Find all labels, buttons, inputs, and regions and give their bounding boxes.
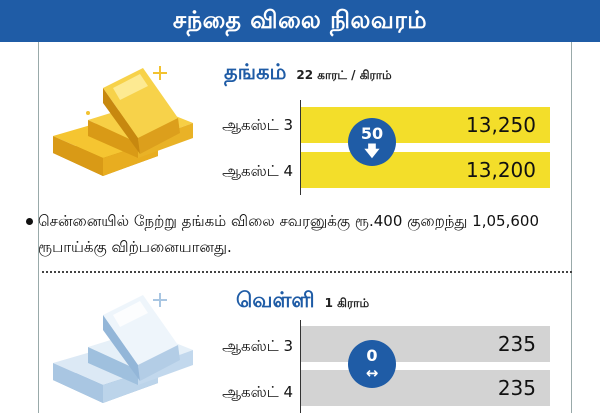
page-title: சந்தை விலை நிலவரம் — [0, 0, 600, 42]
gold-price-1: 13,250 — [466, 113, 536, 137]
gold-axis-line — [300, 100, 301, 195]
silver-title: வெள்ளி — [236, 288, 315, 312]
frame-left-border — [38, 42, 39, 413]
gold-price-2: 13,200 — [466, 158, 536, 182]
gold-change-value: 50 — [360, 123, 384, 143]
gold-unit: 22 காரட் / கிராம் — [296, 68, 392, 82]
gold-price-bar-1: 13,250 — [300, 107, 550, 143]
silver-price-1: 235 — [497, 332, 536, 356]
down-arrow-icon: 🡇 — [364, 141, 380, 160]
silver-date-2: ஆகஸ்ட் 4 — [222, 383, 293, 401]
gold-date-2: ஆகஸ்ட் 4 — [222, 162, 293, 180]
silver-unit: 1 கிராம் — [324, 296, 370, 310]
bullet-icon — [26, 218, 33, 225]
section-divider — [42, 271, 572, 273]
silver-price-2: 235 — [497, 376, 536, 400]
left-right-arrow-icon: ↔ — [365, 363, 379, 382]
silver-change-badge: 0 ↔ — [348, 340, 396, 388]
gold-bars-illustration — [53, 66, 193, 176]
gold-change-badge: 50 🡇 — [348, 118, 396, 166]
gold-title: தங்கம் — [224, 60, 287, 84]
silver-bars-illustration — [53, 293, 193, 403]
silver-date-1: ஆகஸ்ட் 3 — [222, 337, 293, 355]
silver-axis-line — [300, 320, 301, 413]
gold-price-bar-2: 13,200 — [300, 152, 550, 188]
gold-date-1: ஆகஸ்ட் 3 — [222, 116, 293, 134]
silver-price-bar-2: 235 — [300, 370, 550, 406]
silver-change-value: 0 — [366, 345, 378, 365]
silver-header: வெள்ளி 1 கிராம் — [236, 288, 369, 315]
silver-price-bar-1: 235 — [300, 326, 550, 362]
frame-right-border — [571, 42, 572, 413]
gold-note: சென்னையில் நேற்று தங்கம் விலை சவரனுக்கு … — [38, 212, 539, 256]
gold-header: தங்கம் 22 காரட் / கிராம் — [224, 60, 392, 87]
